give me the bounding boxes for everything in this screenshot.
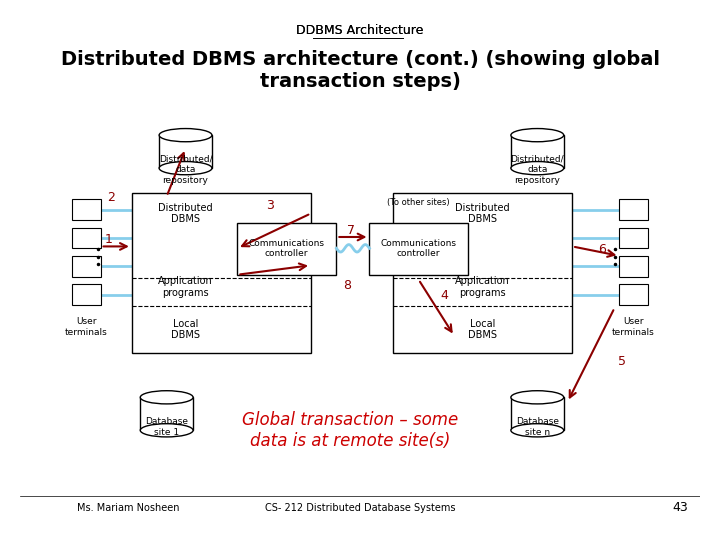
Polygon shape xyxy=(159,135,212,168)
FancyBboxPatch shape xyxy=(77,42,643,117)
FancyBboxPatch shape xyxy=(20,15,700,525)
Ellipse shape xyxy=(511,424,564,437)
FancyBboxPatch shape xyxy=(619,256,647,276)
Text: (To other sites): (To other sites) xyxy=(387,198,450,207)
Polygon shape xyxy=(140,397,193,430)
FancyBboxPatch shape xyxy=(238,223,336,275)
Text: Database
site n: Database site n xyxy=(516,417,559,436)
Ellipse shape xyxy=(511,161,564,175)
Text: 5: 5 xyxy=(618,355,626,368)
Text: 2: 2 xyxy=(107,191,115,204)
Text: 8: 8 xyxy=(343,279,351,292)
Ellipse shape xyxy=(511,391,564,404)
Ellipse shape xyxy=(140,424,193,437)
Text: Distributed/
data
repository: Distributed/ data repository xyxy=(158,155,212,185)
Polygon shape xyxy=(511,135,564,168)
FancyBboxPatch shape xyxy=(369,223,469,275)
Text: Local
DBMS: Local DBMS xyxy=(171,319,200,340)
Text: Global transaction – some
data is at remote site(s): Global transaction – some data is at rem… xyxy=(243,411,459,450)
Text: User
terminals: User terminals xyxy=(612,317,655,336)
Text: Local
DBMS: Local DBMS xyxy=(468,319,497,340)
Text: Communications
controller: Communications controller xyxy=(380,239,456,258)
Text: Distributed DBMS architecture (cont.) (showing global
transaction steps): Distributed DBMS architecture (cont.) (s… xyxy=(60,50,660,91)
FancyBboxPatch shape xyxy=(393,193,572,353)
Text: Database
site 1: Database site 1 xyxy=(145,417,188,436)
Ellipse shape xyxy=(140,391,193,404)
FancyBboxPatch shape xyxy=(619,199,647,220)
Polygon shape xyxy=(511,397,564,430)
Text: DDBMS Architecture: DDBMS Architecture xyxy=(297,24,423,37)
Text: Distributed/
data
repository: Distributed/ data repository xyxy=(510,155,564,185)
FancyBboxPatch shape xyxy=(73,256,101,276)
Text: 6: 6 xyxy=(598,243,606,256)
Text: User
terminals: User terminals xyxy=(65,317,108,336)
FancyBboxPatch shape xyxy=(132,193,311,353)
Ellipse shape xyxy=(159,129,212,141)
Text: CS- 212 Distributed Database Systems: CS- 212 Distributed Database Systems xyxy=(265,503,455,512)
FancyBboxPatch shape xyxy=(49,117,671,485)
Text: 43: 43 xyxy=(672,501,688,514)
Ellipse shape xyxy=(511,129,564,141)
Text: Ms. Mariam Nosheen: Ms. Mariam Nosheen xyxy=(77,503,179,512)
Text: Communications
controller: Communications controller xyxy=(248,239,325,258)
Text: Distributed
DBMS: Distributed DBMS xyxy=(158,202,213,224)
FancyBboxPatch shape xyxy=(49,117,671,485)
Text: 7: 7 xyxy=(346,224,354,237)
Text: 4: 4 xyxy=(440,289,448,302)
FancyBboxPatch shape xyxy=(73,199,101,220)
Text: 3: 3 xyxy=(266,199,274,212)
Text: 1: 1 xyxy=(104,233,112,246)
FancyBboxPatch shape xyxy=(73,227,101,248)
Text: Application
programs: Application programs xyxy=(158,276,213,298)
Text: Distributed
DBMS: Distributed DBMS xyxy=(455,202,510,224)
FancyBboxPatch shape xyxy=(619,284,647,305)
Ellipse shape xyxy=(159,161,212,175)
FancyBboxPatch shape xyxy=(619,227,647,248)
Text: DDBMS Architecture: DDBMS Architecture xyxy=(297,24,423,37)
Text: Application
programs: Application programs xyxy=(455,276,510,298)
FancyBboxPatch shape xyxy=(73,284,101,305)
